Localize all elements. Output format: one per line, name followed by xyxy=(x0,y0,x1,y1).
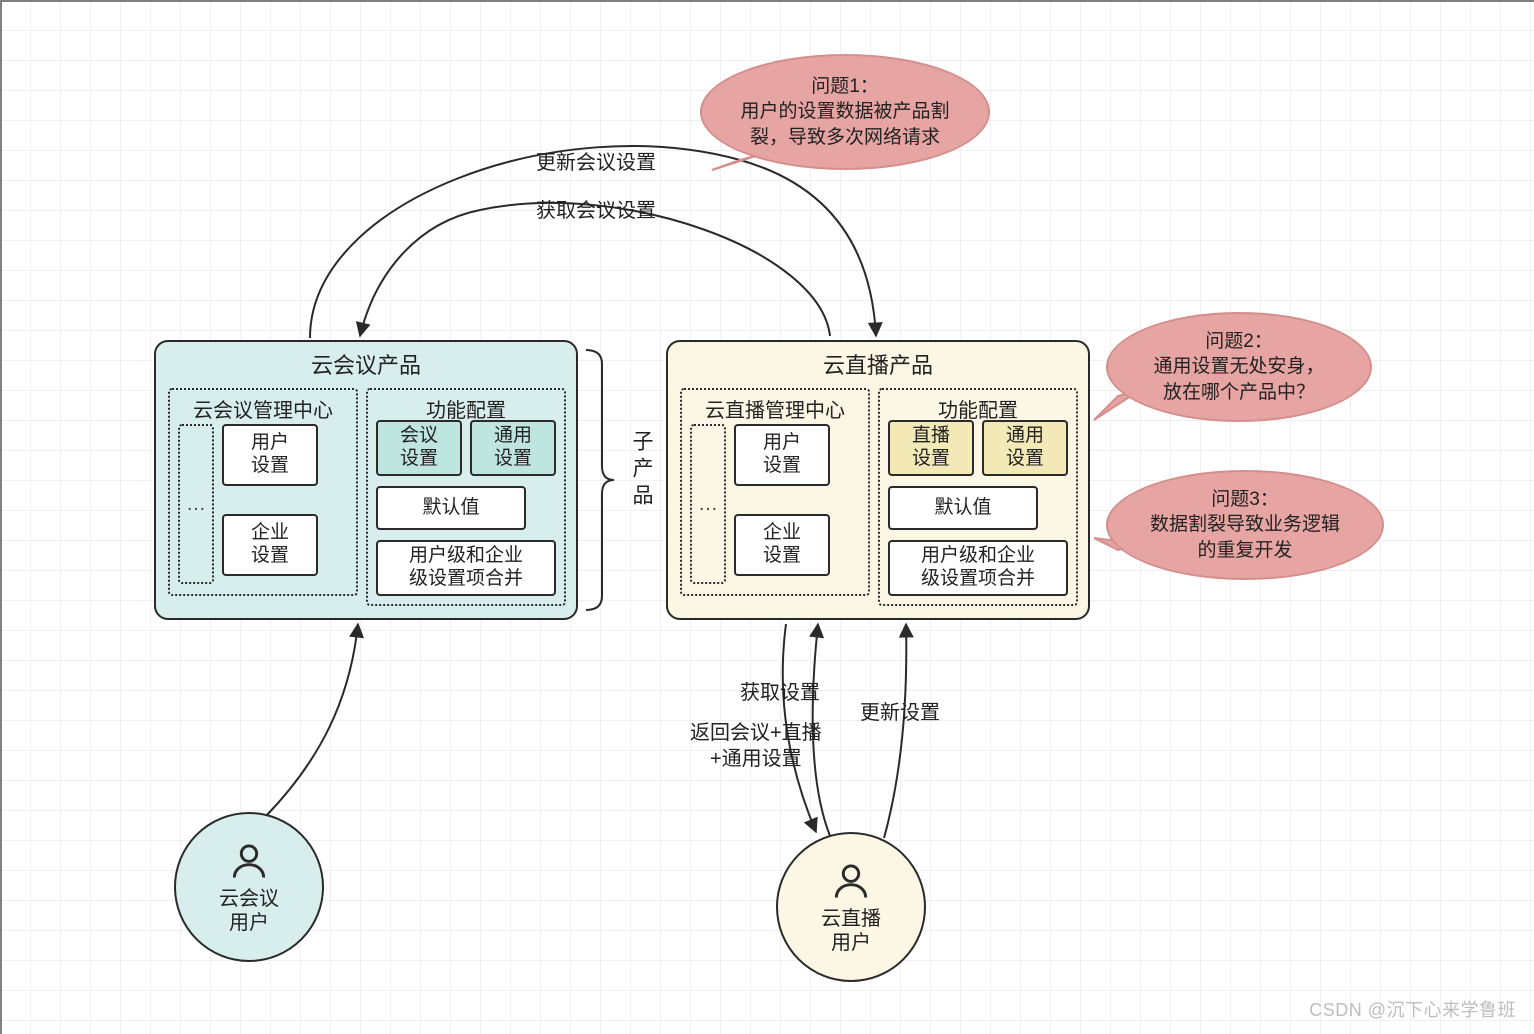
callout-problem-1: 问题1： 用户的设置数据被产品割裂，导致多次网络请求 xyxy=(700,54,990,170)
callout-problem-2: 问题2： 通用设置无处安身，放在哪个产品中？ xyxy=(1106,312,1372,422)
watermark: CSDN @沉下心来学鲁班 xyxy=(1309,996,1516,1022)
callout-body: 用户的设置数据被产品割裂，导致多次网络请求 xyxy=(740,101,949,148)
meeting-user-settings: 用户设置 xyxy=(222,424,318,486)
callout-title: 问题3： xyxy=(1211,489,1279,510)
live-settings-box: 直播设置 xyxy=(888,420,974,476)
live-mgmt-ellipsis: … xyxy=(690,424,726,584)
callout-problem-3: 问题3： 数据割裂导致业务逻辑的重复开发 xyxy=(1106,470,1384,580)
edge-update-settings xyxy=(884,624,906,838)
meeting-mgmt-title: 云会议管理中心 xyxy=(170,390,356,423)
callout-text: 问题2： 通用设置无处安身，放在哪个产品中？ xyxy=(1153,329,1324,406)
callout-text: 问题3： 数据割裂导致业务逻辑的重复开发 xyxy=(1150,487,1340,564)
actor-label: 云直播用户 xyxy=(821,907,881,955)
diagram-stage: 云会议产品 云会议管理中心 … 用户设置 企业设置 功能配置 会议设置 通用设置… xyxy=(0,0,1534,1034)
edge-label-update-settings: 更新设置 xyxy=(860,700,940,726)
sub-product-label: 子产品 xyxy=(626,430,656,511)
label: 用户设置 xyxy=(251,432,289,478)
callout-body: 数据割裂导致业务逻辑的重复开发 xyxy=(1150,514,1340,561)
label: 默认值 xyxy=(934,497,991,520)
edge-label-get-settings: 获取设置 xyxy=(740,680,820,706)
edge-label-return-settings: 返回会议+直播+通用设置 xyxy=(690,720,822,772)
cloud-meeting-user-actor: 云会议用户 xyxy=(174,812,324,962)
label: 通用设置 xyxy=(494,425,532,471)
ellipsis-text: … xyxy=(698,493,718,516)
label: 用户级和企业级设置项合并 xyxy=(409,545,523,591)
meeting-merge-box: 用户级和企业级设置项合并 xyxy=(376,540,556,596)
edge-label-update-meeting: 更新会议设置 xyxy=(536,150,656,176)
label: 会议设置 xyxy=(400,425,438,471)
label: 用户级和企业级设置项合并 xyxy=(921,545,1035,591)
label: 企业设置 xyxy=(251,522,289,568)
label: 默认值 xyxy=(422,497,479,520)
live-merge-box: 用户级和企业级设置项合并 xyxy=(888,540,1068,596)
cloud-meeting-title: 云会议产品 xyxy=(156,342,576,380)
live-enterprise-settings: 企业设置 xyxy=(734,514,830,576)
cloud-live-title: 云直播产品 xyxy=(668,342,1088,380)
user-icon xyxy=(227,839,271,883)
label: 用户设置 xyxy=(763,432,801,478)
user-icon xyxy=(829,859,873,903)
meeting-settings-box: 会议设置 xyxy=(376,420,462,476)
callout-title: 问题2： xyxy=(1205,331,1273,352)
ellipsis-text: … xyxy=(186,493,206,516)
label: 通用设置 xyxy=(1006,425,1044,471)
callout-body: 通用设置无处安身，放在哪个产品中？ xyxy=(1153,356,1324,403)
actor-label: 云会议用户 xyxy=(219,887,279,935)
meeting-func-title: 功能配置 xyxy=(368,390,564,423)
cloud-live-user-actor: 云直播用户 xyxy=(776,832,926,982)
meeting-mgmt-ellipsis: … xyxy=(178,424,214,584)
live-user-settings: 用户设置 xyxy=(734,424,830,486)
meeting-default-values-box: 默认值 xyxy=(376,486,526,530)
edge-label-get-meeting: 获取会议设置 xyxy=(536,198,656,224)
meeting-general-settings-box: 通用设置 xyxy=(470,420,556,476)
label: 直播设置 xyxy=(912,425,950,471)
meeting-enterprise-settings: 企业设置 xyxy=(222,514,318,576)
live-mgmt-title: 云直播管理中心 xyxy=(682,390,868,423)
edge-left-actor-to-product xyxy=(266,624,358,816)
callout-title: 问题1： xyxy=(811,76,879,97)
label: 企业设置 xyxy=(763,522,801,568)
live-general-settings-box: 通用设置 xyxy=(982,420,1068,476)
callout-text: 问题1： 用户的设置数据被产品割裂，导致多次网络请求 xyxy=(740,74,949,151)
live-func-title: 功能配置 xyxy=(880,390,1076,423)
live-default-values-box: 默认值 xyxy=(888,486,1038,530)
